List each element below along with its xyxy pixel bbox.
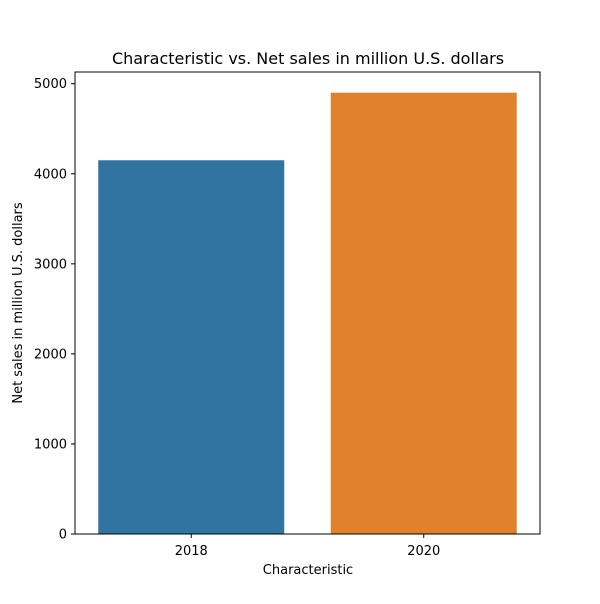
bar-2020 bbox=[330, 92, 517, 535]
y-tick-label-2000: 2000 bbox=[34, 347, 67, 362]
x-axis-label: Characteristic bbox=[263, 563, 353, 578]
y-axis-label: Net sales in million U.S. dollars bbox=[11, 202, 26, 404]
y-tick-label-4000: 4000 bbox=[34, 167, 67, 182]
y-tick-label-3000: 3000 bbox=[34, 257, 67, 272]
y-tick-label-5000: 5000 bbox=[34, 77, 67, 92]
y-tick-label-0: 0 bbox=[59, 528, 67, 543]
chart-title: Characteristic vs. Net sales in million … bbox=[112, 49, 504, 68]
x-tick-label-2020: 2020 bbox=[407, 544, 440, 559]
y-tick-label-1000: 1000 bbox=[34, 437, 67, 452]
plot-area: 2018 2020 0 1000 2000 3000 4000 5000 bbox=[34, 71, 541, 559]
x-tick-label-2018: 2018 bbox=[175, 544, 208, 559]
bar-2018 bbox=[98, 160, 285, 534]
axes-frame bbox=[74, 71, 541, 535]
